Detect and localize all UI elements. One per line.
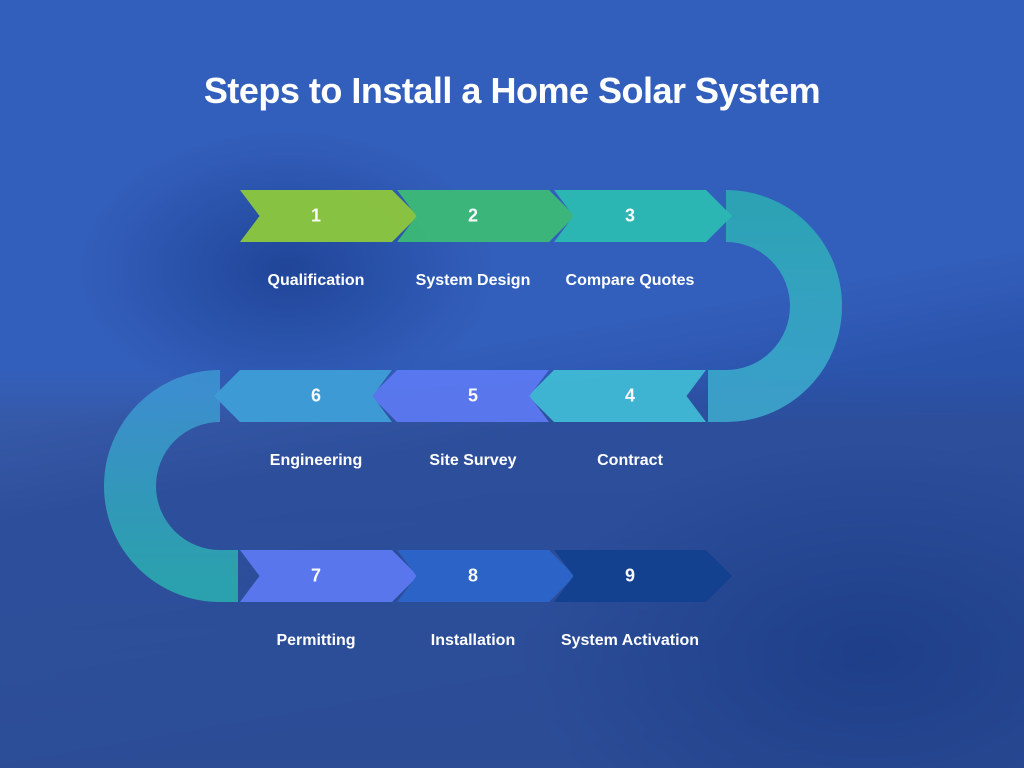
flow-step-arrow: 9 <box>554 550 706 602</box>
flow-step-number: 6 <box>311 386 321 407</box>
flow-step-arrow: 7 <box>240 550 392 602</box>
flow-step-label: Engineering <box>240 452 392 470</box>
flow-step-label: Installation <box>397 632 549 650</box>
flow-step-arrow: 3 <box>554 190 706 242</box>
flow-step-number: 4 <box>625 386 635 407</box>
flow-step-number: 5 <box>468 386 478 407</box>
flow-step-label: System Activation <box>554 632 706 650</box>
flow-step-number: 3 <box>625 206 635 227</box>
flow-step-number: 7 <box>311 566 321 587</box>
flow-step-label: Qualification <box>240 272 392 290</box>
flow-step-label: Compare Quotes <box>554 272 706 290</box>
flow-step-arrow: 2 <box>397 190 549 242</box>
flow-step-label: Contract <box>554 452 706 470</box>
flow-connector <box>708 216 816 396</box>
flow-step-label: Permitting <box>240 632 392 650</box>
flow-step-arrow: 4 <box>554 370 706 422</box>
flow-step-label: System Design <box>397 272 549 290</box>
flow-step-arrow: 8 <box>397 550 549 602</box>
flow-step-label: Site Survey <box>397 452 549 470</box>
flow-step-arrow: 5 <box>397 370 549 422</box>
flow-connector <box>130 396 238 576</box>
flow-step-arrow: 1 <box>240 190 392 242</box>
flow-step-arrow: 6 <box>240 370 392 422</box>
flow-step-number: 9 <box>625 566 635 587</box>
flow-step-number: 8 <box>468 566 478 587</box>
flow-step-number: 2 <box>468 206 478 227</box>
flow-step-number: 1 <box>311 206 321 227</box>
